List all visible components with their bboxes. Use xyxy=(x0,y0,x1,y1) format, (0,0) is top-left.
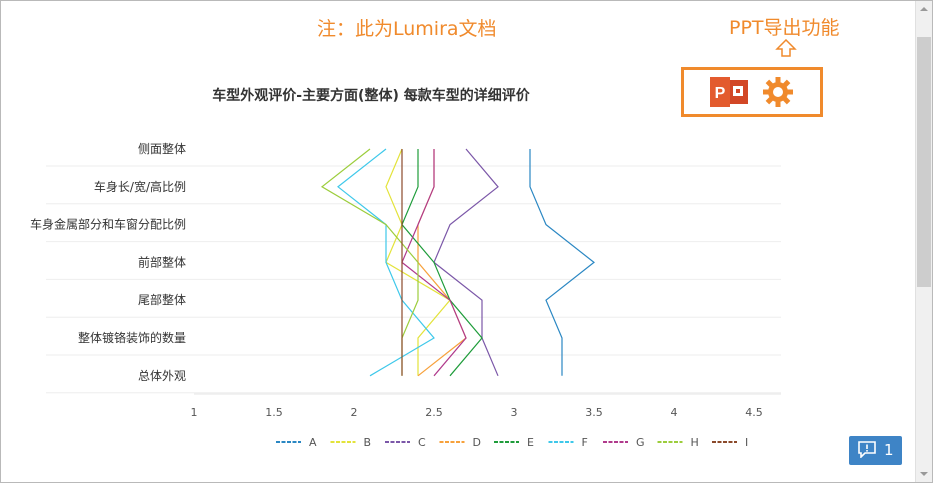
comment-icon xyxy=(858,441,876,458)
comment-count: 1 xyxy=(884,441,894,459)
powerpoint-icon[interactable]: P xyxy=(708,77,750,107)
series-line-D xyxy=(417,149,467,377)
legend-label-H: H xyxy=(691,436,699,449)
x-tick-label: 2.5 xyxy=(425,406,443,419)
legend-label-D: D xyxy=(473,436,481,449)
category-label: 侧面整体 xyxy=(138,141,186,156)
legend-label-E: E xyxy=(527,436,534,449)
category-label: 尾部整体 xyxy=(138,292,186,307)
legend-label-C: C xyxy=(418,436,426,449)
scroll-up-arrow-icon[interactable] xyxy=(916,1,932,17)
series-line-C xyxy=(433,148,499,377)
x-tick-label: 3 xyxy=(511,406,518,419)
category-label: 车身金属部分和车窗分配比例 xyxy=(30,217,186,232)
scroll-down-arrow-icon[interactable] xyxy=(916,466,932,482)
category-label: 前部整体 xyxy=(138,254,186,269)
series-line-A xyxy=(529,149,595,376)
vertical-scrollbar[interactable] xyxy=(915,1,932,482)
legend-label-F: F xyxy=(582,436,588,449)
category-label: 总体外观 xyxy=(138,369,186,383)
comment-button[interactable]: 1 xyxy=(849,436,902,465)
scrollbar-thumb[interactable] xyxy=(917,37,931,287)
legend-label-A: A xyxy=(309,436,317,449)
x-tick-label: 1 xyxy=(191,406,198,419)
ppt-export-label: PPT导出功能 xyxy=(729,17,840,39)
legend-label-I: I xyxy=(745,436,748,449)
x-tick-label: 3.5 xyxy=(585,406,603,419)
x-tick-label: 4 xyxy=(671,406,678,419)
x-tick-label: 4.5 xyxy=(745,406,763,419)
series-line-H xyxy=(320,148,419,376)
legend-label-B: B xyxy=(364,436,372,449)
chart-title: 车型外观评价-主要方面(整体) 每款车型的详细评价 xyxy=(212,88,530,104)
export-toolbar: P xyxy=(681,67,823,117)
category-label: 整体镀铬装饰的数量 xyxy=(78,330,186,345)
legend-label-G: G xyxy=(636,436,645,449)
annotation-note: 注：此为Lumira文档 xyxy=(317,18,497,40)
series-line-E xyxy=(401,149,483,377)
gear-icon[interactable] xyxy=(762,76,794,108)
series-line-F xyxy=(337,148,435,377)
svg-text:P: P xyxy=(715,85,726,102)
category-label: 车身长/宽/高比例 xyxy=(94,179,186,194)
arrow-up-outline-icon xyxy=(775,39,797,57)
x-tick-label: 2 xyxy=(351,406,358,419)
x-tick-label: 1.5 xyxy=(265,406,283,419)
